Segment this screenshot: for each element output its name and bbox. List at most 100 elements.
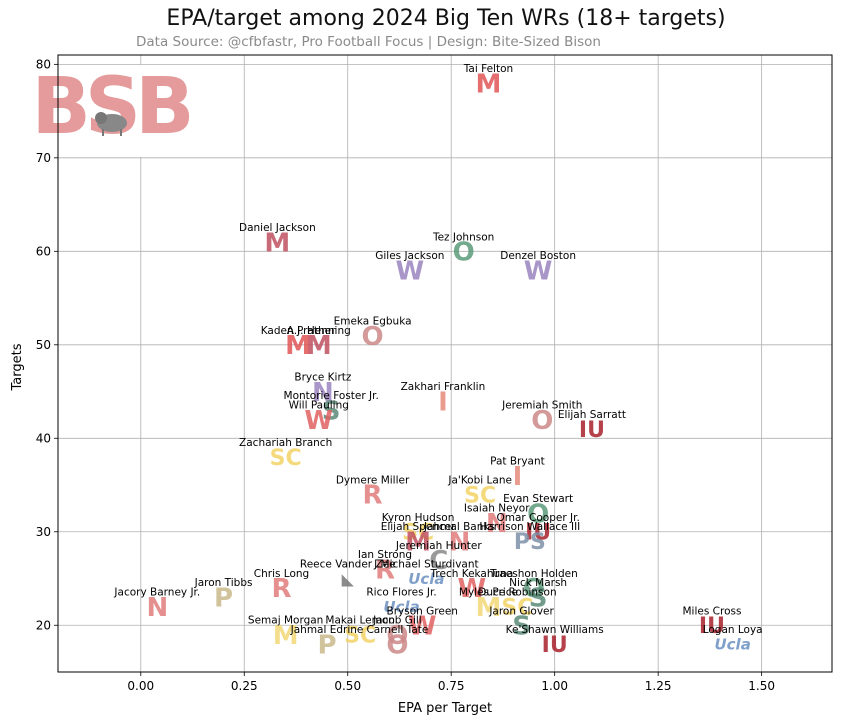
team-logo-mark: S (512, 612, 531, 642)
team-logo-marker: R (363, 481, 383, 511)
grid-lines (58, 55, 832, 672)
team-logo-mark: M (264, 228, 290, 258)
team-logo-marker: N (146, 593, 168, 623)
player-label: A.J. Henning (287, 325, 351, 337)
x-tick-label: 0.25 (231, 679, 258, 693)
team-logo-mark: S (322, 397, 341, 427)
team-logo-mark: SC (344, 624, 376, 649)
x-axis-label: EPA per Target (398, 701, 492, 716)
team-logo-marker: Ucla (408, 570, 444, 588)
team-logo-mark: M (306, 331, 332, 361)
team-logo-mark: N (486, 509, 508, 539)
player-label: Giles Jackson (375, 250, 444, 262)
player-label: Zakhari Franklin (401, 381, 486, 393)
plot-frame (57, 54, 833, 673)
team-logo-mark: N (312, 378, 334, 408)
team-logo-mark: IU (542, 633, 568, 658)
player-label: Nick Marsh (509, 577, 567, 589)
y-tick-label: 60 (36, 244, 51, 258)
team-logo-marker: SC (501, 595, 533, 620)
team-logo-mark: SC (464, 483, 496, 508)
team-logo-marker: S (512, 612, 531, 642)
player-label: Elijah Sarratt (558, 409, 626, 421)
team-logo-marker: R (375, 556, 395, 586)
x-tick-label: 1.25 (645, 679, 672, 693)
player-label: Kyron Hudson (382, 512, 455, 524)
player-label: Evan Stewart (503, 493, 573, 505)
team-logo-marker: O (531, 406, 553, 436)
team-logo-mark: P (318, 630, 337, 660)
team-logo-marker: SC (270, 446, 302, 471)
team-logo-marker: W (304, 406, 333, 436)
team-logo-marker: W (395, 256, 424, 286)
player-label: Harrison Wallace III (479, 521, 580, 533)
team-logo-mark: SC (402, 521, 434, 546)
player-label: Semaj Morgan (248, 615, 323, 627)
team-logo-marker: IU (542, 633, 568, 658)
player-label: Jeremiah Hunter (395, 540, 482, 552)
player-label: Jacory Barney Jr. (113, 587, 200, 599)
team-logo-mark: O (386, 621, 408, 651)
team-logo-mark: IU (525, 521, 551, 546)
team-logo-marker: O (386, 630, 408, 660)
player-label: Carnell Tate (366, 624, 428, 636)
player-label: Ke'Shawn Williams (506, 624, 604, 636)
player-label: Dymere Miller (336, 474, 410, 486)
x-tick-label: 1.50 (748, 679, 775, 693)
team-logo-marker: W (524, 256, 553, 286)
player-label: Jacob Gill (372, 615, 422, 627)
x-tick-label: 0.00 (127, 679, 154, 693)
team-logo-mark: SC (270, 446, 302, 471)
y-tick-label: 20 (36, 618, 51, 632)
team-logo-mark: P (214, 584, 233, 614)
team-logo-mark: M (476, 69, 502, 99)
team-logo-mark: Ucla (383, 598, 419, 616)
player-label: Bryson Green (387, 605, 458, 617)
team-logo-mark: M (405, 527, 431, 557)
player-label: Jaron Glover (488, 605, 554, 617)
player-label: Omar Cooper Jr. (496, 512, 579, 524)
player-label: Pat Bryant (490, 456, 545, 468)
player-label: Tez Johnson (432, 231, 494, 243)
team-logo-mark: I (513, 462, 523, 492)
player-label: Elijah Spencer (381, 521, 456, 533)
y-tick-label: 50 (36, 338, 51, 352)
team-logo-mark: O (386, 630, 408, 660)
player-label: Myles Price (459, 587, 518, 599)
team-logo-marker: M (405, 527, 431, 557)
logo-background (58, 65, 168, 157)
player-label: Bryce Kirtz (294, 372, 352, 384)
team-logo-mark: ◣ (342, 569, 355, 588)
team-logo-mark: SC (501, 595, 533, 620)
team-logo-marker: N (486, 509, 508, 539)
team-logo-mark: R (271, 574, 291, 604)
team-logo-mark: O (362, 322, 384, 352)
player-label: Trech Kekahuna (430, 568, 514, 580)
team-logo-marker: W (408, 612, 437, 642)
y-tick-label: 40 (36, 431, 51, 445)
team-logo-marker: C (429, 546, 448, 576)
bison-icon (95, 112, 127, 136)
team-logo-marker: I (513, 462, 523, 492)
player-label: Ian Strong (358, 549, 412, 561)
team-logo-mark: S (529, 584, 548, 614)
chart-title: EPA/target among 2024 Big Ten WRs (18+ t… (166, 6, 726, 31)
y-tick-label: 30 (36, 525, 51, 539)
team-logo-mark: PS (514, 530, 546, 555)
team-logo-mark: N (146, 593, 168, 623)
team-logo-marker: Ucla (383, 598, 419, 616)
player-label: Duce Robinson (478, 587, 556, 599)
player-label: Rico Flores Jr. (366, 587, 436, 599)
team-logo-marker: P (318, 630, 337, 660)
chart-subtitle: Data Source: @cfbfastr, Pro Football Foc… (136, 34, 601, 50)
player-label: Ja'Kobi Lane (447, 474, 512, 486)
team-logo-mark: O (531, 406, 553, 436)
team-logo-mark: O (523, 574, 545, 604)
player-label: Kaden Prather (261, 325, 336, 337)
team-logo-mark: W (395, 256, 424, 286)
team-logo-mark: W (524, 256, 553, 286)
y-axis-label: Targets (10, 343, 25, 391)
player-label: Miles Cross (682, 605, 741, 617)
player-label: Logan Loya (703, 624, 763, 636)
